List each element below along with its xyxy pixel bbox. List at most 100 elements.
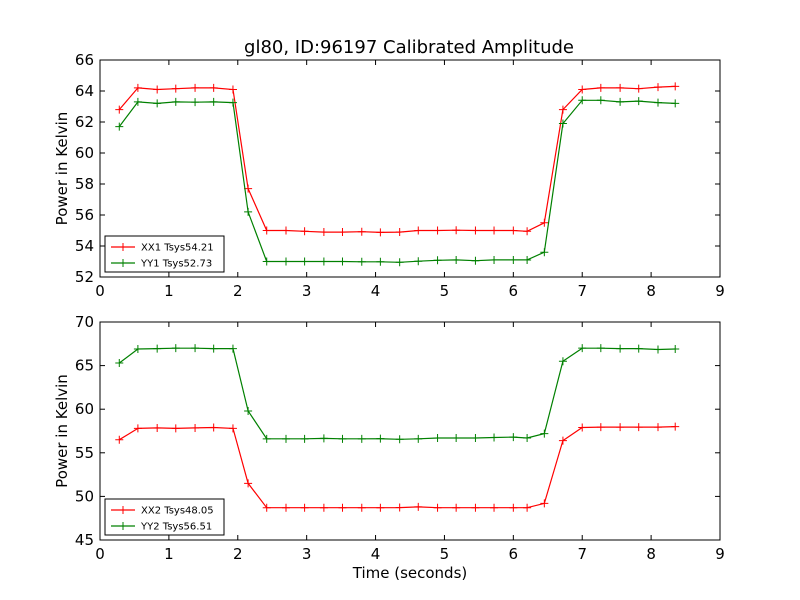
data-point: 2.7, 53 [282, 257, 290, 266]
y-axis-label: Power in Kelvin [53, 374, 71, 488]
data-point: 4.9, 55 [433, 226, 442, 235]
data-point: 1.1, 67 [171, 344, 180, 353]
data-point: 4.35, 54.9 [395, 228, 404, 237]
data-point: 5.17, 55.02 [452, 226, 461, 235]
x-tick-label: 4 [371, 282, 381, 300]
data-point: 7, 67 [578, 344, 587, 353]
data-point: 4.07, 52.98 [376, 257, 385, 266]
data-point: 6.2, 54.95 [523, 227, 532, 236]
data-point: 7, 57.9 [578, 423, 587, 432]
data-point: 7, 64.1 [578, 85, 587, 94]
x-tick-label: 1 [164, 282, 174, 300]
data-point: 8.35, 63.2 [671, 99, 680, 108]
data-point: 8.1, 63.25 [654, 98, 662, 107]
data-point: 1.1, 57.8 [171, 424, 180, 433]
data-point: 6.2, 53.1 [523, 255, 532, 264]
legend: XX1 Tsys54.21 YY1 Tsys52.73 [104, 235, 225, 273]
data-point: 6.2, 48.7 [523, 503, 532, 512]
data-point: 5.45, 53.05 [471, 256, 480, 265]
data-point: 2.7, 48.7 [282, 503, 290, 512]
legend-marker [119, 506, 127, 514]
data-point: 2.42, 53 [262, 257, 271, 266]
data-point: 3.52, 48.7 [338, 503, 347, 512]
data-point: 6.45, 53.6 [540, 248, 549, 257]
data-point: 1.65, 64.2 [209, 83, 218, 92]
y-axis-label: Power in Kelvin [53, 112, 71, 226]
x-tick-label: 3 [302, 545, 312, 563]
data-point: 6, 56.8 [509, 433, 518, 442]
data-point: 2.42, 56.6 [262, 434, 271, 443]
y-tick-label: 58 [75, 175, 94, 193]
data-point: 8.35, 58 [671, 422, 680, 431]
y-tick-label: 60 [75, 400, 94, 418]
data-point: 5.72, 48.7 [490, 503, 499, 512]
x-axis-label: Time (seconds) [352, 564, 468, 582]
data-point: 4.62, 56.6 [414, 434, 423, 443]
y-tick-label: 64 [75, 82, 94, 100]
data-point: 2.97, 56.6 [300, 434, 309, 443]
data-point: 5.45, 56.7 [471, 433, 480, 442]
data-point: 3.52, 54.9 [338, 228, 347, 237]
data-point: 5.17, 53.1 [452, 255, 461, 264]
data-point: 5.45, 55 [471, 226, 480, 235]
data-point: 5.72, 55 [490, 226, 499, 235]
data-point: 2.42, 48.7 [262, 503, 271, 512]
data-point: 8.1, 66.85 [654, 345, 662, 354]
data-point: 0.83, 57.85 [153, 423, 162, 432]
data-point: 1.1, 64.15 [171, 84, 180, 93]
legend: XX2 Tsys48.05 YY2 Tsys56.51 [104, 498, 225, 536]
x-tick-label: 6 [509, 545, 519, 563]
data-point: 1.93, 63.25 [228, 98, 237, 107]
x-tick-label: 8 [646, 282, 656, 300]
data-point: 8.35, 64.3 [671, 82, 680, 91]
data-point: 6.72, 65.5 [558, 357, 567, 366]
y-tick-label: 66 [75, 51, 94, 69]
data-point: 4.62, 55 [414, 226, 423, 235]
data-point: 0.55, 64.2 [133, 83, 142, 92]
data-point: 6, 53.1 [509, 255, 518, 264]
data-point: 3.25, 53 [319, 257, 328, 266]
data-point: 4.07, 56.62 [376, 434, 385, 443]
data-point: 2.15, 56.2 [244, 207, 253, 216]
x-tick-label: 5 [440, 282, 450, 300]
legend-box [104, 235, 225, 273]
series-line [118, 85, 676, 234]
series-1-1: 0.28, 62.8 0.55, 64.2 0.83, 64.1 1.1, 64.15… [115, 82, 680, 237]
data-point: 5.45, 48.7 [471, 503, 480, 512]
data-point: 5.17, 48.7 [452, 503, 461, 512]
data-point: 4.07, 54.88 [376, 228, 385, 237]
data-point: 1.93, 57.8 [228, 424, 237, 433]
data-point: 1.38, 64.2 [191, 83, 200, 92]
data-point: 1.1, 63.3 [171, 97, 180, 106]
legend-entry: XX2 Tsys48.05 [111, 506, 214, 517]
chart-title: gl80, ID:96197 Calibrated Amplitude [244, 37, 574, 58]
data-point: 0.28, 65.3 [115, 358, 124, 367]
legend-entry: YY1 Tsys52.73 [111, 259, 212, 270]
data-point: 7.55, 63.3 [616, 97, 625, 106]
y-tick-label: 45 [75, 531, 94, 549]
data-point: 0.83, 63.2 [153, 99, 162, 108]
data-point: 7.82, 66.95 [634, 344, 643, 353]
data-point: 3.8, 52.98 [357, 257, 366, 266]
data-point: 6.72, 62.8 [558, 105, 567, 114]
data-point: 4.9, 56.7 [433, 433, 442, 442]
data-point: 2.97, 53 [300, 257, 309, 266]
data-point: 0.55, 63.3 [133, 97, 142, 106]
x-tick-label: 2 [233, 282, 243, 300]
bottom-panel: 0.28, 56.5 0.55, 57.8 0.83, 57.85 1.1, 57.8… [53, 313, 725, 563]
x-tick-label: 0 [95, 545, 105, 563]
data-point: 5.72, 53.1 [490, 255, 499, 264]
legend-label: XX1 Tsys54.21 [141, 243, 214, 254]
data-point: 2.7, 55 [282, 226, 290, 235]
data-point: 6.2, 56.7 [523, 433, 532, 442]
data-point: 7.82, 64.15 [634, 84, 643, 93]
x-tick-label: 5 [440, 545, 450, 563]
data-point: 3.25, 48.7 [319, 503, 328, 512]
data-point: 4.9, 48.7 [433, 503, 442, 512]
y-tick-label: 65 [75, 357, 94, 375]
x-tick-label: 9 [715, 282, 725, 300]
x-tick-label: 8 [646, 545, 656, 563]
y-tick-label: 70 [75, 313, 94, 331]
series-1-2: 0.28, 61.7 0.55, 63.3 0.83, 63.2 1.1, 63.3 1… [115, 96, 680, 267]
top-panel: 0.28, 62.8 0.55, 64.2 0.83, 64.1 1.1, 64.15… [53, 51, 725, 300]
